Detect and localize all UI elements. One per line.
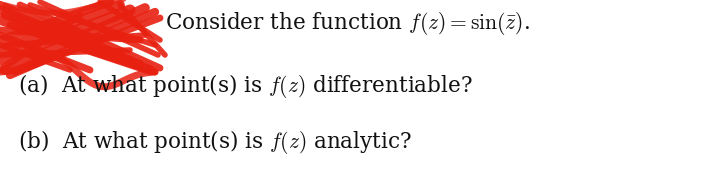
Text: (b)  At what point(s) is $f(z)$ analytic?: (b) At what point(s) is $f(z)$ analytic? [18, 128, 412, 156]
Text: (a)  At what point(s) is $f(z)$ differentiable?: (a) At what point(s) is $f(z)$ different… [18, 72, 473, 100]
Text: Consider the function $f(z) = \sin(\bar{z})$.: Consider the function $f(z) = \sin(\bar{… [165, 10, 530, 37]
